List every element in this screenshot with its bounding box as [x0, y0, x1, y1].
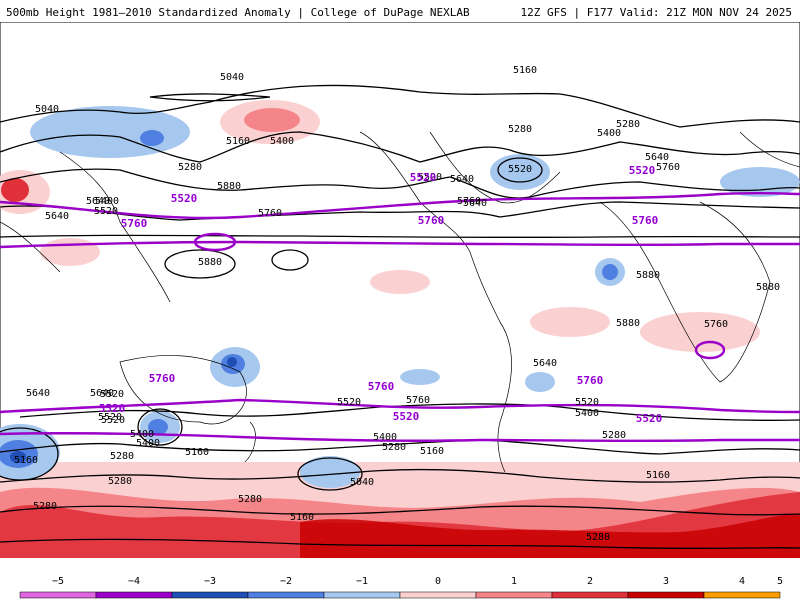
contour-label: 5400	[270, 136, 294, 147]
color-scale: −5 −4 −3 −2 −1 0 1 2 3 4 5	[19, 576, 783, 599]
contour-label: 5400	[597, 128, 621, 139]
contour-label: 5160	[646, 470, 670, 481]
colorbar-tick-label: −2	[280, 576, 292, 587]
contour-label: 5760	[704, 319, 728, 330]
colorbar-segment	[627, 591, 705, 599]
purple-contour-label: 5760	[632, 214, 659, 227]
colorbar-segment	[19, 591, 97, 599]
anomaly-shading	[0, 100, 800, 558]
contour-label: 5520	[100, 389, 124, 400]
colorbar-tick-label: −3	[204, 576, 216, 587]
contour-label: 5520	[337, 397, 361, 408]
colorbar-tick-label: 3	[663, 576, 669, 587]
colorbar-tick-label: 2	[587, 576, 593, 587]
contour-label: 5160	[226, 136, 250, 147]
contour-label: 5400	[373, 432, 397, 443]
contour-label: 5640	[450, 174, 474, 185]
contour-label: 5160	[420, 446, 444, 457]
contour-label: 5040	[35, 104, 59, 115]
contour-label: 5520	[94, 206, 118, 217]
contour-label: 5640	[90, 388, 114, 399]
colorbar-tick-label: 1	[511, 576, 517, 587]
colorbar-segment	[247, 591, 325, 599]
run-info: 12Z GFS | F177 Valid: 21Z MON NOV 24 202…	[520, 6, 792, 19]
contour-label: 5880	[616, 318, 640, 329]
coastlines	[0, 131, 800, 473]
map-title: 500mb Height 1981–2010 Standardized Anom…	[6, 6, 470, 19]
contour-label: 5880	[636, 270, 660, 281]
contour-label: 5760	[258, 208, 282, 219]
contour-label: 5160	[185, 447, 209, 458]
colorbar-tick-label: −5	[52, 576, 64, 587]
purple-contour-label: 5520	[636, 412, 663, 425]
contour-label: 5520	[418, 172, 442, 183]
contour-label: 5160	[14, 455, 38, 466]
colorbar-segment	[703, 591, 781, 599]
contour-label: 5520	[98, 412, 122, 423]
contour-label: 5280	[110, 451, 134, 462]
contour-label: 5880	[756, 282, 780, 293]
contour-label: 5760	[457, 196, 481, 207]
colorbar-segment	[323, 591, 401, 599]
purple-contour-label: 5760	[577, 374, 604, 387]
contour-label: 5880	[198, 257, 222, 268]
purple-contour-label: 5520	[171, 192, 198, 205]
contour-label: 5400	[130, 429, 154, 440]
contour-label: 5640	[26, 388, 50, 399]
contour-label: 5640	[463, 198, 487, 209]
purple-contours	[0, 191, 800, 443]
colorbar-segment	[399, 591, 477, 599]
colorbar-tick-label: 0	[435, 576, 441, 587]
contour-label: 5760	[406, 395, 430, 406]
purple-contour-label: 5520	[410, 171, 437, 184]
contour-label: 5880	[217, 181, 241, 192]
contour-label: 5400	[136, 438, 160, 449]
purple-contour-label: 5760	[149, 372, 176, 385]
colorbar-segment	[475, 591, 553, 599]
purple-contour-label: 5520	[629, 164, 656, 177]
contour-label: 5160	[513, 65, 537, 76]
contour-label: 5280	[108, 476, 132, 487]
colorbar-tick-label: −1	[356, 576, 368, 587]
purple-contour-label: 5760	[368, 380, 395, 393]
contour-label: 5520	[508, 164, 532, 175]
colorbar-tick-label: 4	[739, 576, 745, 587]
height-contours	[0, 84, 800, 550]
contour-label: 5760	[656, 162, 680, 173]
contour-label: 5280	[382, 442, 406, 453]
contour-label: 5280	[178, 162, 202, 173]
contour-label: 5640	[86, 196, 110, 207]
contour-label: 5040	[220, 72, 244, 83]
contour-label: 5520	[101, 415, 125, 426]
contour-label: 5640	[45, 211, 69, 222]
colorbar-segment	[551, 591, 629, 599]
purple-contour-label: 5760	[121, 217, 148, 230]
contour-label: 5640	[645, 152, 669, 163]
purple-contour-label: 5520	[393, 410, 420, 423]
contour-label: 5280	[33, 501, 57, 512]
contour-label: 5400	[95, 196, 119, 207]
contour-label: 5640	[533, 358, 557, 369]
purple-contour-label: 5760	[418, 214, 445, 227]
contour-label: 5400	[575, 408, 599, 419]
colorbar-tick-label: −4	[128, 576, 140, 587]
contour-label: 5280	[586, 532, 610, 543]
contour-label: 5280	[602, 430, 626, 441]
contour-label: 5280	[508, 124, 532, 135]
contour-label: 5280	[238, 494, 262, 505]
contour-label: 5520	[575, 397, 599, 408]
colorbar-tick-label: 5	[777, 576, 783, 587]
contour-label: 5280	[616, 119, 640, 130]
colorbar-segment	[95, 591, 173, 599]
contour-label: 5040	[350, 477, 374, 488]
contour-label: 5160	[290, 512, 314, 523]
colorbar-segment	[171, 591, 249, 599]
purple-contour-label: 5520	[99, 402, 126, 415]
